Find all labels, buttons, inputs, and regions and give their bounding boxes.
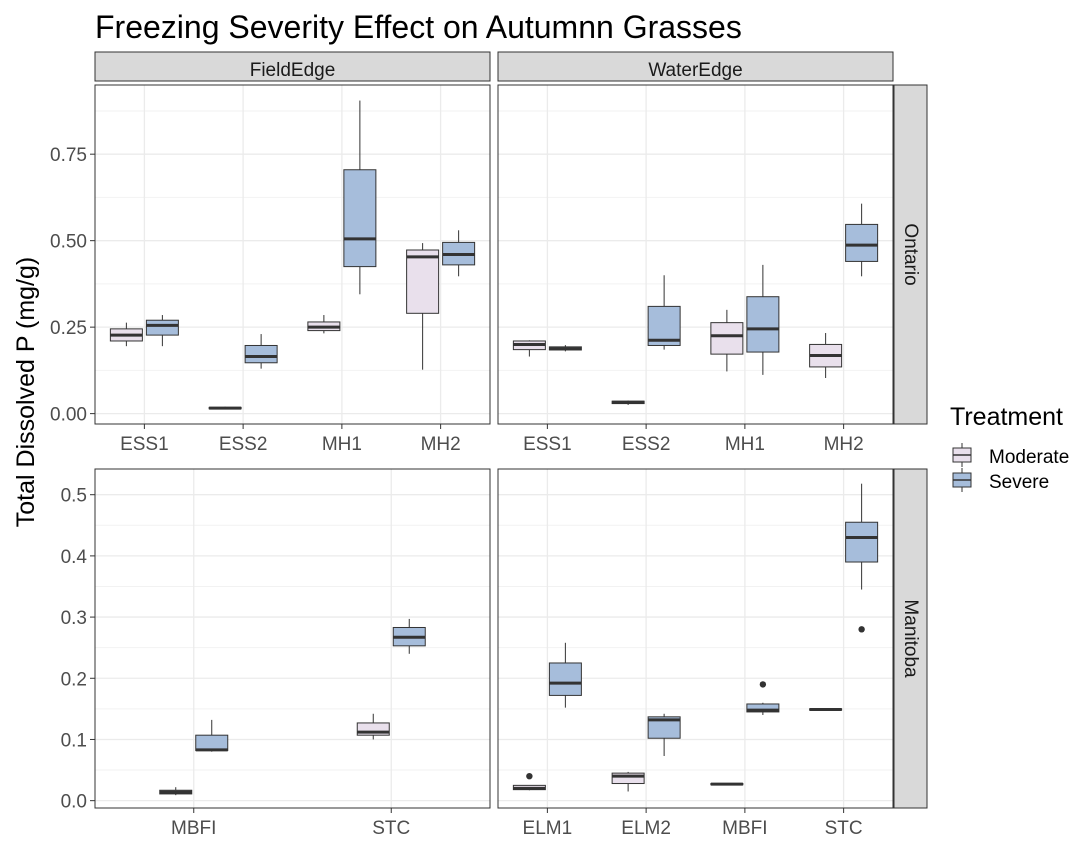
- x-tick-label: ESS2: [219, 434, 268, 455]
- panel-manitoba-wateredge-background: [498, 469, 893, 808]
- row-strip-ontario: [893, 84, 928, 425]
- panel-ontario-wateredge-border: [497, 84, 894, 425]
- box-mbfi-severe-outlier: [759, 681, 767, 688]
- x-tick-label: MBFI: [171, 818, 216, 839]
- x-tick-label: STC: [372, 818, 410, 839]
- panels-layer: FieldEdge WaterEdge Ontario Manitoba 0.00 0.2…: [50, 51, 928, 839]
- legend-label-severe: Severe: [989, 472, 1049, 493]
- y-tick-label: 0.75: [50, 145, 87, 166]
- legend-items: Moderate Severe: [952, 443, 1069, 493]
- box-ess2-severe: [244, 344, 278, 364]
- x-tick-label: ELM2: [621, 818, 671, 839]
- column-strip-label: FieldEdge: [250, 60, 336, 81]
- chart-title: Freezing Severity Effect on Autumnn Gras…: [95, 9, 742, 45]
- x-tick-label: MH2: [421, 434, 461, 455]
- x-tick-label: ELM1: [523, 818, 573, 839]
- legend-label-moderate: Moderate: [989, 447, 1069, 468]
- box-elm1-moderate-outlier: [526, 772, 533, 780]
- y-tick-label: 0.4: [61, 547, 88, 568]
- box-mbfi-severe: [195, 734, 229, 751]
- row-strip-label: Manitoba: [900, 599, 921, 678]
- box-mh1-severe: [343, 169, 377, 268]
- panel-manitoba-wateredge-border: [497, 468, 894, 809]
- x-tick-label: MBFI: [722, 818, 767, 839]
- panel-ontario-wateredge-background: [498, 85, 893, 424]
- column-strip-wateredge: [497, 51, 894, 82]
- row-strip-manitoba: [893, 468, 928, 809]
- x-tick-label: ESS2: [622, 434, 671, 455]
- legend: Treatment Moderate Severe: [950, 403, 1069, 493]
- x-tick-label: ESS1: [120, 434, 169, 455]
- box-stc-severe-outlier: [858, 626, 865, 633]
- row-strip-label: Ontario: [900, 223, 921, 285]
- panel-manitoba-fieldedge-background: [95, 469, 490, 808]
- x-tick-label: MH2: [824, 434, 864, 455]
- box-mh1-severe: [746, 296, 780, 353]
- y-tick-label: 0.2: [61, 669, 87, 690]
- x-tick-label: STC: [825, 818, 863, 839]
- box-elm1-severe: [548, 662, 582, 696]
- x-tick-label: ESS1: [523, 434, 572, 455]
- box-mh2-moderate: [406, 249, 440, 314]
- panel-manitoba-fieldedge-border: [94, 468, 491, 809]
- box-mh1-moderate: [710, 322, 744, 355]
- x-tick-label: MH1: [322, 434, 362, 455]
- y-tick-label: 0.0: [61, 792, 87, 813]
- box-elm2-moderate: [611, 772, 645, 785]
- box-mh2-severe: [845, 223, 879, 262]
- y-tick-label: 0.50: [50, 232, 87, 253]
- panel-ontario-fieldedge-border: [94, 84, 491, 425]
- column-strip-fieldedge: [94, 51, 491, 82]
- y-tick-label: 0.25: [50, 318, 87, 339]
- y-axis-title: Total Dissolved P (mg/g): [12, 257, 40, 527]
- box-elm2-severe: [647, 716, 681, 739]
- box-ess1-severe: [145, 319, 179, 336]
- box-mbfi-severe: [746, 703, 780, 713]
- y-tick-label: 0.5: [61, 486, 87, 507]
- y-tick-label: 0.3: [61, 608, 87, 629]
- x-tick-label: MH1: [725, 434, 765, 455]
- column-strip-label: WaterEdge: [648, 60, 742, 81]
- legend-title: Treatment: [950, 403, 1063, 431]
- box-stc-severe: [845, 521, 879, 563]
- y-tick-label: 0.1: [61, 730, 87, 751]
- y-tick-label: 0.00: [50, 405, 87, 426]
